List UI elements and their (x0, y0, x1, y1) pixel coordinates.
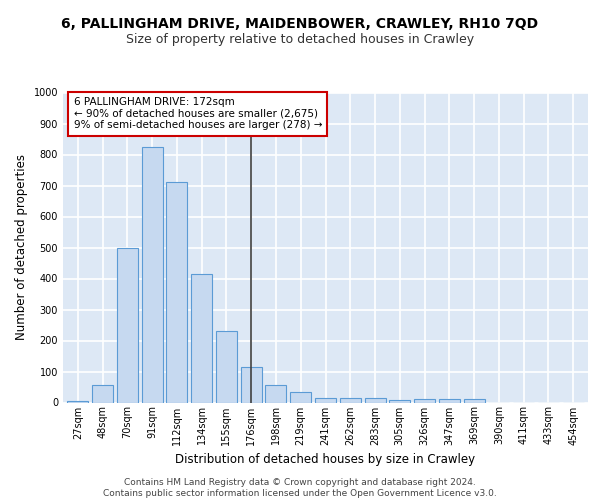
Bar (389, 400, 410, 402)
Bar (216, 331, 237, 402)
Bar (365, 398, 386, 402)
Bar (290, 392, 311, 402)
Bar (67, 401, 88, 402)
Bar (414, 400, 435, 402)
Bar (241, 367, 262, 402)
Text: 6, PALLINGHAM DRIVE, MAIDENBOWER, CRAWLEY, RH10 7QD: 6, PALLINGHAM DRIVE, MAIDENBOWER, CRAWLE… (61, 18, 539, 32)
Bar (439, 400, 460, 402)
Text: 6 PALLINGHAM DRIVE: 172sqm
← 90% of detached houses are smaller (2,675)
9% of se: 6 PALLINGHAM DRIVE: 172sqm ← 90% of deta… (74, 97, 322, 130)
Bar (142, 147, 163, 403)
Bar (117, 248, 138, 402)
Text: Size of property relative to detached houses in Crawley: Size of property relative to detached ho… (126, 32, 474, 46)
Text: Contains HM Land Registry data © Crown copyright and database right 2024.
Contai: Contains HM Land Registry data © Crown c… (103, 478, 497, 498)
X-axis label: Distribution of detached houses by size in Crawley: Distribution of detached houses by size … (175, 453, 476, 466)
Bar (340, 398, 361, 402)
Y-axis label: Number of detached properties: Number of detached properties (15, 154, 28, 340)
Bar (166, 182, 187, 402)
Bar (265, 386, 286, 402)
Bar (464, 400, 485, 402)
Bar (315, 398, 336, 402)
Bar (191, 274, 212, 402)
Bar (92, 385, 113, 402)
